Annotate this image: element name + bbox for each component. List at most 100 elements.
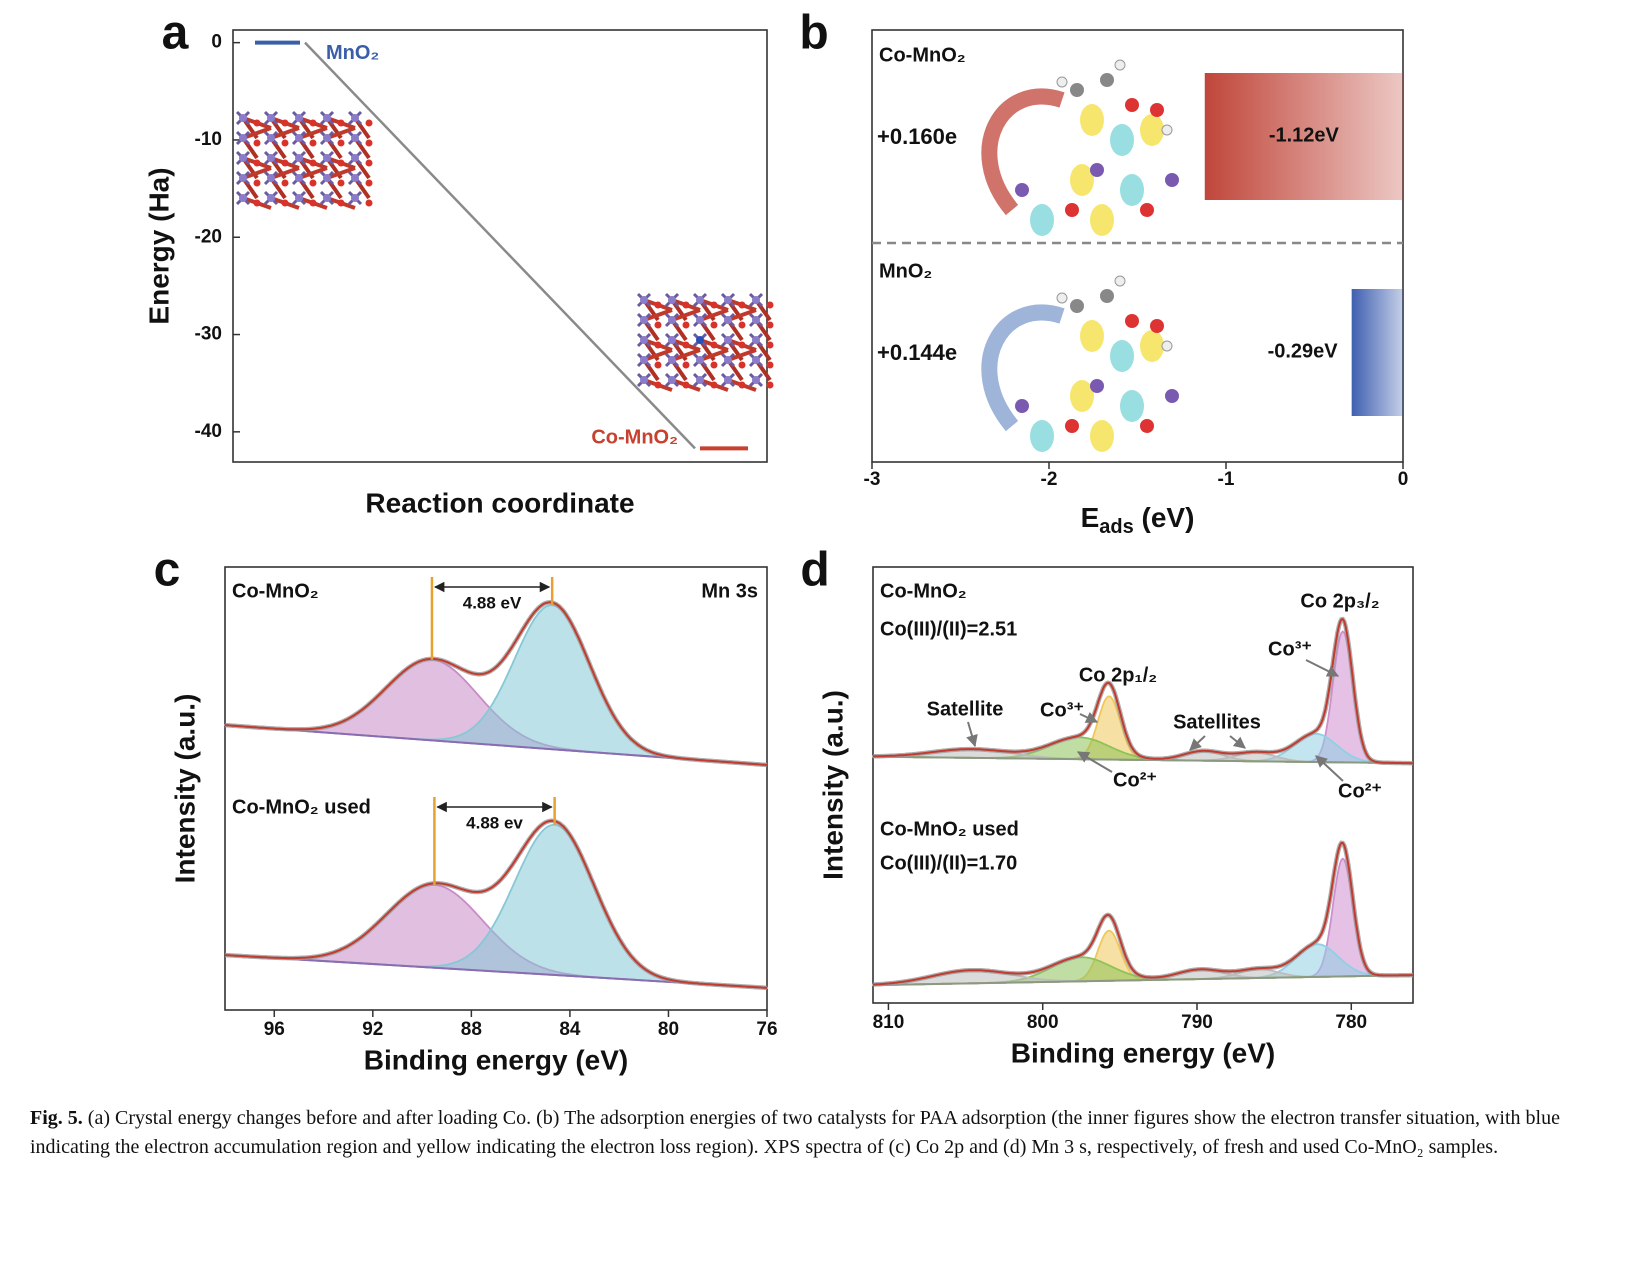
- bond: [242, 126, 272, 140]
- atom: [1065, 203, 1079, 217]
- atom: [682, 381, 690, 389]
- density-blob: [1030, 204, 1054, 236]
- y-tick-label: -40: [195, 421, 222, 442]
- atom: [323, 114, 331, 122]
- atom: [295, 114, 303, 122]
- density-blob: [1080, 320, 1104, 352]
- atom: [724, 296, 732, 304]
- charge-label: +0.160e: [877, 124, 957, 149]
- x-tick-label: 96: [264, 1019, 285, 1040]
- label-arrow: [1315, 755, 1344, 782]
- atom: [1161, 340, 1173, 352]
- bond: [270, 126, 300, 140]
- x-tick-label: 790: [1181, 1012, 1213, 1033]
- atom: [239, 134, 247, 142]
- atom: [323, 194, 331, 202]
- atom: [710, 301, 718, 309]
- peak-label: Satellite: [927, 698, 1004, 720]
- atom: [239, 154, 247, 162]
- atom: [365, 139, 373, 147]
- atom: [337, 179, 345, 187]
- atom: [766, 341, 774, 349]
- atom: [1056, 292, 1068, 304]
- atom: [668, 336, 676, 344]
- bond: [643, 348, 673, 362]
- atom: [696, 296, 704, 304]
- peak-label: Satellites: [1173, 711, 1261, 733]
- spectrum-name: Co-MnO₂ used: [232, 796, 371, 818]
- atom: [1150, 103, 1164, 117]
- fit-component: [224, 604, 768, 766]
- y-tick-label: 0: [211, 32, 222, 53]
- value-label: -0.29eV: [1268, 340, 1339, 362]
- atom: [365, 179, 373, 187]
- atom: [668, 316, 676, 324]
- atom: [766, 381, 774, 389]
- atom: [752, 376, 760, 384]
- x-axis-label: Binding energy (eV): [1011, 1037, 1275, 1068]
- x-axis-subscript: ads: [1099, 516, 1133, 538]
- atom: [267, 174, 275, 182]
- density-blob: [1120, 174, 1144, 206]
- atom: [337, 139, 345, 147]
- atom: [281, 179, 289, 187]
- panel-letter: a: [162, 7, 189, 60]
- annotation: Mn 3s: [701, 580, 758, 602]
- atom: [239, 114, 247, 122]
- spectrum-name: Co-MnO₂: [232, 580, 319, 602]
- density-blob: [1110, 124, 1134, 156]
- y-tick-label: -30: [195, 324, 222, 345]
- plot-frame: [232, 29, 768, 463]
- density-blob: [1140, 330, 1164, 362]
- atom: [752, 356, 760, 364]
- bar: [1204, 73, 1403, 200]
- panel-letter: d: [800, 544, 829, 597]
- atom: [710, 321, 718, 329]
- atom: [365, 199, 373, 207]
- peak-label: Co 2p₃/₂: [1300, 590, 1379, 612]
- atom: [1125, 98, 1139, 112]
- atom: [1165, 389, 1179, 403]
- atom: [337, 119, 345, 127]
- atom: [724, 356, 732, 364]
- x-tick-label: 80: [658, 1019, 679, 1040]
- atom: [1065, 419, 1079, 433]
- bond: [727, 348, 757, 362]
- atom: [323, 174, 331, 182]
- bond: [298, 166, 328, 180]
- category-label: MnO₂: [879, 260, 932, 282]
- atom: [1114, 275, 1126, 287]
- atom: [253, 159, 261, 167]
- atom: [738, 301, 746, 309]
- atom: [724, 336, 732, 344]
- atom: [766, 321, 774, 329]
- atom: [738, 321, 746, 329]
- atom: [640, 336, 648, 344]
- plot-frame: [872, 566, 1414, 1004]
- atom: [738, 361, 746, 369]
- x-tick-label: 0: [1398, 469, 1409, 490]
- atom: [253, 139, 261, 147]
- peak-label: Co²⁺: [1113, 769, 1157, 791]
- atom: [337, 199, 345, 207]
- atom: [654, 341, 662, 349]
- value-label: -1.12eV: [1269, 124, 1340, 146]
- atom: [696, 356, 704, 364]
- bond: [242, 166, 272, 180]
- atom: [1070, 299, 1084, 313]
- atom: [267, 134, 275, 142]
- atom: [668, 296, 676, 304]
- x-tick-label: -3: [864, 469, 881, 490]
- spectrum-name: Co-MnO₂ used: [880, 818, 1019, 840]
- density-blob: [1070, 380, 1094, 412]
- atom: [1015, 399, 1029, 413]
- atom: [351, 194, 359, 202]
- atom: [696, 336, 704, 344]
- atom: [1161, 124, 1173, 136]
- atom: [640, 376, 648, 384]
- atom: [724, 376, 732, 384]
- atom: [766, 361, 774, 369]
- atom: [1056, 76, 1068, 88]
- atom: [365, 119, 373, 127]
